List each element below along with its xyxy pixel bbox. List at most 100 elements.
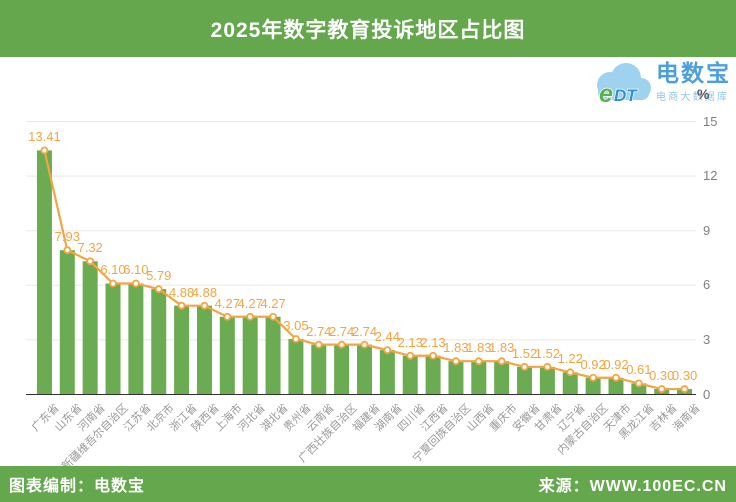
y-axis-label: 3: [703, 331, 711, 347]
line-marker: [360, 340, 369, 349]
value-label: 6.10: [123, 262, 149, 278]
bar: [128, 283, 144, 395]
value-label: 1.83: [443, 340, 469, 356]
value-label: 1.83: [466, 340, 492, 356]
line-marker: [566, 368, 575, 377]
value-label: 7.93: [54, 229, 80, 245]
line-marker: [520, 362, 529, 371]
value-label: 0.92: [603, 356, 629, 372]
value-label: 2.13: [397, 334, 423, 350]
value-label: 1.52: [534, 345, 561, 361]
line-marker: [154, 285, 163, 294]
bar: [219, 316, 235, 395]
line-marker: [337, 340, 346, 349]
bar: [334, 344, 350, 395]
value-label: 4.88: [168, 284, 195, 300]
value-label: 2.74: [306, 323, 332, 339]
line-marker: [474, 357, 483, 366]
line-marker: [246, 312, 255, 321]
footer-credit: 图表编制：电数宝: [9, 478, 146, 495]
line-marker: [86, 257, 95, 266]
line-marker: [383, 346, 392, 354]
value-label: 13.41: [28, 129, 61, 145]
value-label: 1.52: [511, 345, 538, 361]
line-marker: [200, 301, 209, 310]
bar: [265, 316, 281, 395]
line-marker: [497, 357, 506, 366]
value-label: 1.22: [557, 351, 583, 367]
bar: [471, 361, 487, 395]
line-marker: [63, 246, 72, 255]
chart-canvas: [26, 121, 696, 395]
bar: [494, 361, 510, 395]
value-label: 4.88: [191, 284, 218, 300]
bar: [425, 355, 441, 395]
value-label: 1.83: [489, 340, 515, 356]
line-marker: [429, 351, 437, 360]
line-marker: [589, 373, 598, 382]
footer-source: 来源：WWW.100EC.CN: [538, 478, 727, 495]
brand-subtitle: 电商大数据库: [656, 92, 730, 103]
line-marker: [634, 379, 643, 388]
chart-title: 2025年数字教育投诉地区占比图: [210, 18, 526, 42]
value-label: 0.30: [649, 368, 675, 384]
bar: [585, 377, 601, 395]
line-marker: [177, 301, 186, 310]
bar: [288, 338, 304, 395]
line-marker: [657, 385, 666, 393]
y-axis-label: 0: [703, 386, 711, 402]
bar: [36, 150, 52, 395]
y-axis-label: 12: [703, 168, 718, 184]
line-marker: [314, 340, 323, 349]
bar: [448, 361, 464, 395]
line-marker: [109, 279, 117, 288]
bar: [151, 289, 167, 395]
line-marker: [40, 146, 49, 155]
value-label: 2.44: [374, 329, 401, 345]
bar: [608, 377, 624, 395]
value-label: 0.30: [671, 368, 698, 384]
bar: [379, 350, 395, 395]
bar: [196, 305, 212, 395]
value-label: 7.32: [77, 240, 103, 256]
value-label: 2.74: [351, 323, 378, 339]
logo-letter-e: e: [599, 80, 613, 107]
value-label: 2.74: [328, 323, 355, 339]
value-label: 5.79: [146, 268, 172, 284]
bar: [82, 261, 98, 395]
brand-name: 电数宝: [656, 60, 731, 86]
value-label: 3.05: [283, 317, 309, 333]
value-label: 4.27: [260, 295, 286, 311]
y-axis-label: 9: [703, 222, 711, 238]
line-marker: [452, 357, 460, 366]
bar: [59, 250, 75, 395]
line-marker: [612, 373, 620, 382]
value-label: 4.27: [237, 295, 263, 311]
value-label: 6.10: [100, 262, 126, 278]
cloud-shape: [597, 63, 651, 100]
bar: [402, 355, 418, 395]
value-label: 4.27: [214, 295, 240, 311]
line-marker: [292, 335, 300, 343]
y-axis-label: 15: [703, 113, 718, 129]
chart-region: e DT 电数宝 电商大数据库 % 13.41 7.93 7.32 6.10 6.10 5…: [0, 57, 736, 473]
line-marker: [543, 362, 552, 371]
brand-logo: e DT 电数宝 电商大数据库: [588, 60, 731, 107]
y-axis-label: 6: [703, 277, 711, 293]
value-label: 0.92: [580, 356, 606, 372]
logo-letters-dt: DT: [614, 86, 638, 105]
bar: [105, 283, 121, 395]
line-marker: [406, 351, 415, 360]
logo-text: 电数宝 电商大数据库: [656, 60, 731, 103]
line-marker: [131, 279, 140, 288]
bar: [311, 344, 327, 395]
bar: [562, 372, 578, 395]
title-bar: 2025年数字教育投诉地区占比图: [0, 0, 736, 57]
line-marker: [269, 312, 277, 321]
value-label: 0.61: [626, 362, 652, 378]
bar: [539, 366, 555, 395]
y-axis-unit-label: %: [697, 86, 710, 102]
bar: [631, 383, 647, 395]
bar: [517, 366, 533, 395]
